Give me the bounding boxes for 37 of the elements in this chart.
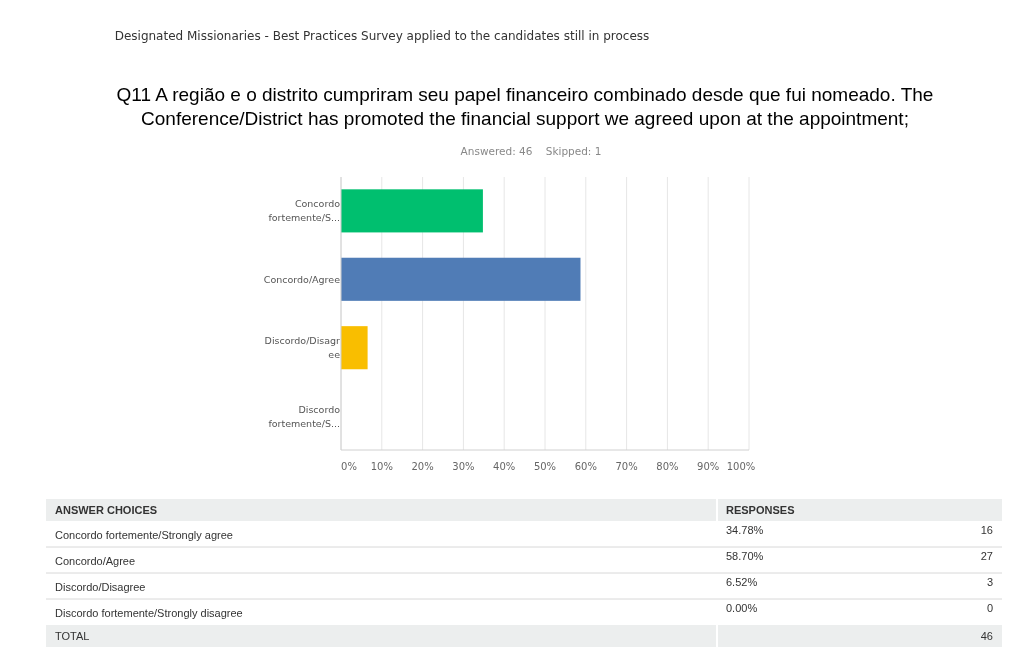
x-tick-label: 30%: [452, 461, 475, 472]
text: 34.78%: [726, 524, 764, 536]
x-tick-label: 60%: [574, 461, 597, 472]
text: 27: [980, 550, 993, 562]
text: Concordo fortemente/Strongly agree: [55, 529, 233, 541]
x-tick-label: 10%: [370, 461, 393, 472]
y-tick-label: Concordo fortemente/S...: [268, 198, 341, 224]
x-tick-label: 50%: [533, 461, 557, 472]
chart-title: Q11 A região e o distrito cumpriram seu papel financeiro combinado desde que fui nomeado. The Conference/District has promoted the financial support we agreed upon at the appointment;: [116, 84, 934, 129]
text: 58.70%: [726, 550, 764, 562]
x-tick-label: 90%: [697, 461, 720, 472]
text: Designated Missionaries - Best Practices Survey applied to the candidates still in process: [114, 29, 650, 43]
text: 3: [986, 576, 993, 588]
text: Discordo fortemente/Strongly disagree: [55, 607, 243, 619]
y-tick-label: Discordo fortemente/S...: [268, 403, 341, 429]
text: 0.00%: [726, 602, 758, 614]
x-tick-label: 70%: [615, 461, 638, 472]
text: ANSWER CHOICES: [55, 504, 158, 516]
bar: [341, 189, 483, 233]
text: 0: [986, 602, 993, 614]
x-tick-label: 20%: [411, 461, 434, 472]
text: RESPONSES: [726, 504, 795, 516]
bar: [341, 257, 581, 301]
x-tick-label: 0%: [341, 461, 357, 472]
x-tick-label: 40%: [493, 461, 516, 472]
bar: [341, 326, 368, 370]
text: 6.52%: [726, 576, 758, 588]
x-tick-label: 100%: [726, 461, 756, 472]
text: Concordo/Agree: [55, 555, 136, 567]
chart-subtitle: Answered: 46 Skipped: 1: [460, 145, 602, 157]
y-tick-label: Concordo/Agree: [263, 273, 341, 285]
text: 16: [980, 524, 993, 536]
text: 46: [980, 630, 993, 642]
y-tick-label: Discordo/Disagr ee: [264, 335, 341, 361]
text: Discordo/Disagree: [55, 581, 146, 593]
text: TOTAL: [55, 630, 90, 642]
x-tick-label: 80%: [656, 461, 679, 472]
